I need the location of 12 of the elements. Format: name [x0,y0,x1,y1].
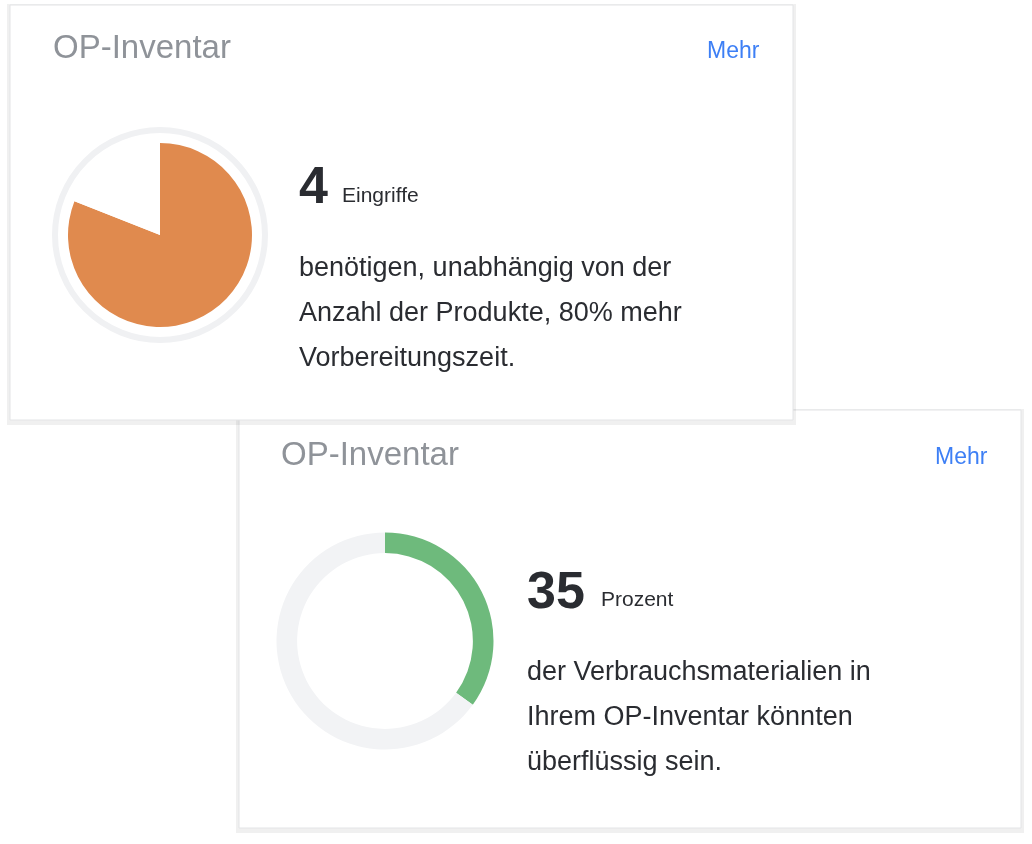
text: Eingriffe [342,183,419,206]
text: Prozent [601,587,674,610]
text: der Verbrauchsmaterialien in Ihrem OP-Inventar könnten überflüssig sein. [527,656,871,776]
donut-slice [276,532,473,750]
donut-slice [385,532,494,705]
text: 35 [527,561,585,619]
text: Mehr [707,37,760,63]
chart-title: OP-Inventar [281,435,459,472]
text: benötigen, unabhängig von der Anzahl der Produkte, 80% mehr Vorbereitungszeit. [299,252,682,372]
chart-title: OP-Inventar [53,28,231,65]
text: 4 [299,156,328,214]
text: Mehr [935,443,988,469]
